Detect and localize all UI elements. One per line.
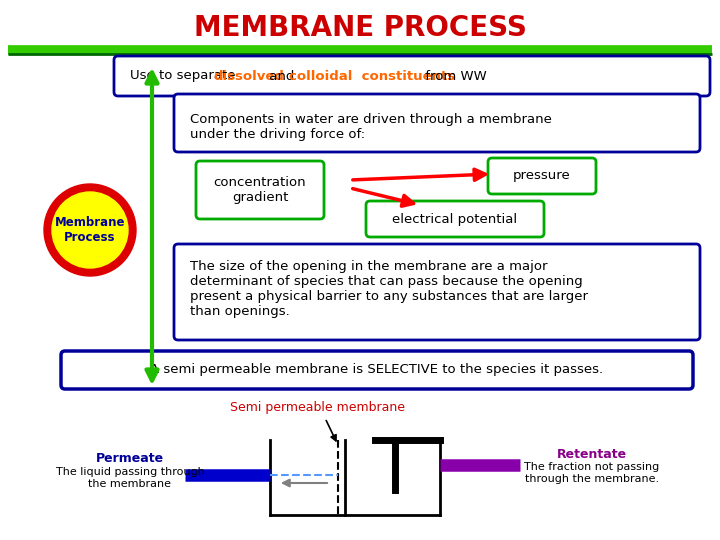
Text: concentration
gradient: concentration gradient xyxy=(214,176,306,204)
Text: The fraction not passing
through the membrane.: The fraction not passing through the mem… xyxy=(524,462,660,484)
Circle shape xyxy=(52,192,128,268)
Text: Permeate: Permeate xyxy=(96,451,164,464)
Text: MEMBRANE PROCESS: MEMBRANE PROCESS xyxy=(194,14,526,42)
Text: The size of the opening in the membrane are a major
determinant of species that : The size of the opening in the membrane … xyxy=(190,260,588,318)
Text: from WW: from WW xyxy=(421,70,487,83)
Circle shape xyxy=(44,184,136,276)
Text: Retentate: Retentate xyxy=(557,449,627,462)
FancyBboxPatch shape xyxy=(61,351,693,389)
Text: Membrane
Process: Membrane Process xyxy=(55,216,125,244)
Text: Components in water are driven through a membrane
under the driving force of:: Components in water are driven through a… xyxy=(190,113,552,141)
FancyBboxPatch shape xyxy=(366,201,544,237)
Text: The liquid passing through
the membrane: The liquid passing through the membrane xyxy=(55,467,204,489)
Text: pressure: pressure xyxy=(513,170,571,183)
FancyBboxPatch shape xyxy=(174,244,700,340)
FancyBboxPatch shape xyxy=(488,158,596,194)
Text: Use to separate: Use to separate xyxy=(130,70,240,83)
FancyBboxPatch shape xyxy=(114,56,710,96)
Text: and: and xyxy=(265,70,299,83)
Text: colloidal  constituents: colloidal constituents xyxy=(289,70,455,83)
Text: A semi permeable membrane is SELECTIVE to the species it passes.: A semi permeable membrane is SELECTIVE t… xyxy=(150,363,603,376)
FancyBboxPatch shape xyxy=(196,161,324,219)
Text: Semi permeable membrane: Semi permeable membrane xyxy=(230,402,405,415)
Text: dissolved: dissolved xyxy=(213,70,284,83)
Text: electrical potential: electrical potential xyxy=(392,213,518,226)
FancyBboxPatch shape xyxy=(174,94,700,152)
